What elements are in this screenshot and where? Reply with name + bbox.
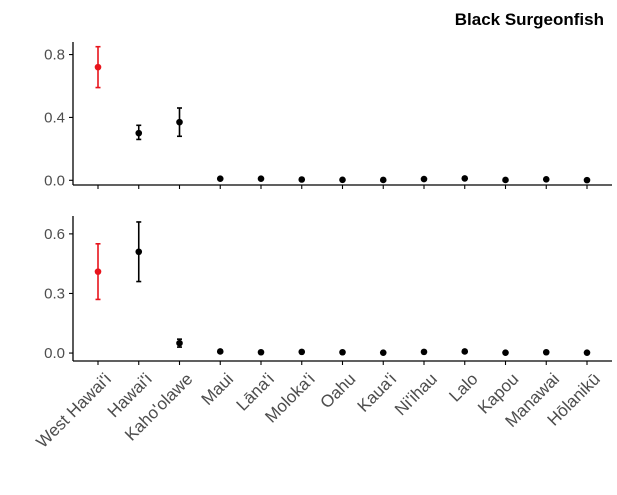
bottom-panel: 0.0 0.3 0.6: [44, 216, 612, 365]
y-tick-label: 0.6: [44, 226, 65, 243]
data-point: [542, 176, 550, 183]
data-point: [420, 348, 428, 356]
y-tick-label: 0.4: [44, 109, 65, 126]
data-point: [94, 268, 102, 275]
data-point: [379, 176, 387, 184]
data-point: [216, 175, 224, 183]
data-point: [176, 339, 183, 347]
data-point: [94, 63, 102, 71]
y-tick-label: 0.0: [44, 172, 65, 189]
data-point: [461, 348, 469, 355]
x-tick-label: Ni'ihau: [391, 369, 441, 419]
chart-title: Black Surgeonfish: [455, 10, 604, 29]
data-point: [542, 348, 550, 356]
x-tick-label: Lalo: [445, 369, 481, 405]
data-point: [339, 176, 346, 184]
top-panel: 0.0 0.4 0.8: [44, 42, 612, 189]
data-point: [298, 176, 306, 183]
data-point: [135, 248, 143, 256]
data-point: [257, 175, 265, 183]
x-tick-label: Maui: [198, 369, 237, 408]
data-point: [257, 348, 265, 356]
data-point: [135, 129, 143, 137]
y-tick-label: 0.0: [44, 345, 65, 362]
x-tick-label: West Hawai'i: [33, 369, 115, 451]
data-point: [502, 349, 509, 356]
x-tick-label: Oahu: [316, 369, 359, 412]
y-tick-label: 0.8: [44, 47, 65, 64]
data-point: [420, 175, 428, 183]
data-point: [583, 349, 591, 356]
data-point: [583, 176, 591, 184]
data-point: [502, 176, 509, 184]
data-point: [379, 349, 387, 356]
data-point: [298, 348, 306, 356]
data-point: [339, 348, 346, 356]
data-point: [216, 348, 224, 355]
data-point: [176, 118, 183, 126]
data-point: [461, 175, 469, 182]
y-tick-label: 0.3: [44, 285, 65, 302]
